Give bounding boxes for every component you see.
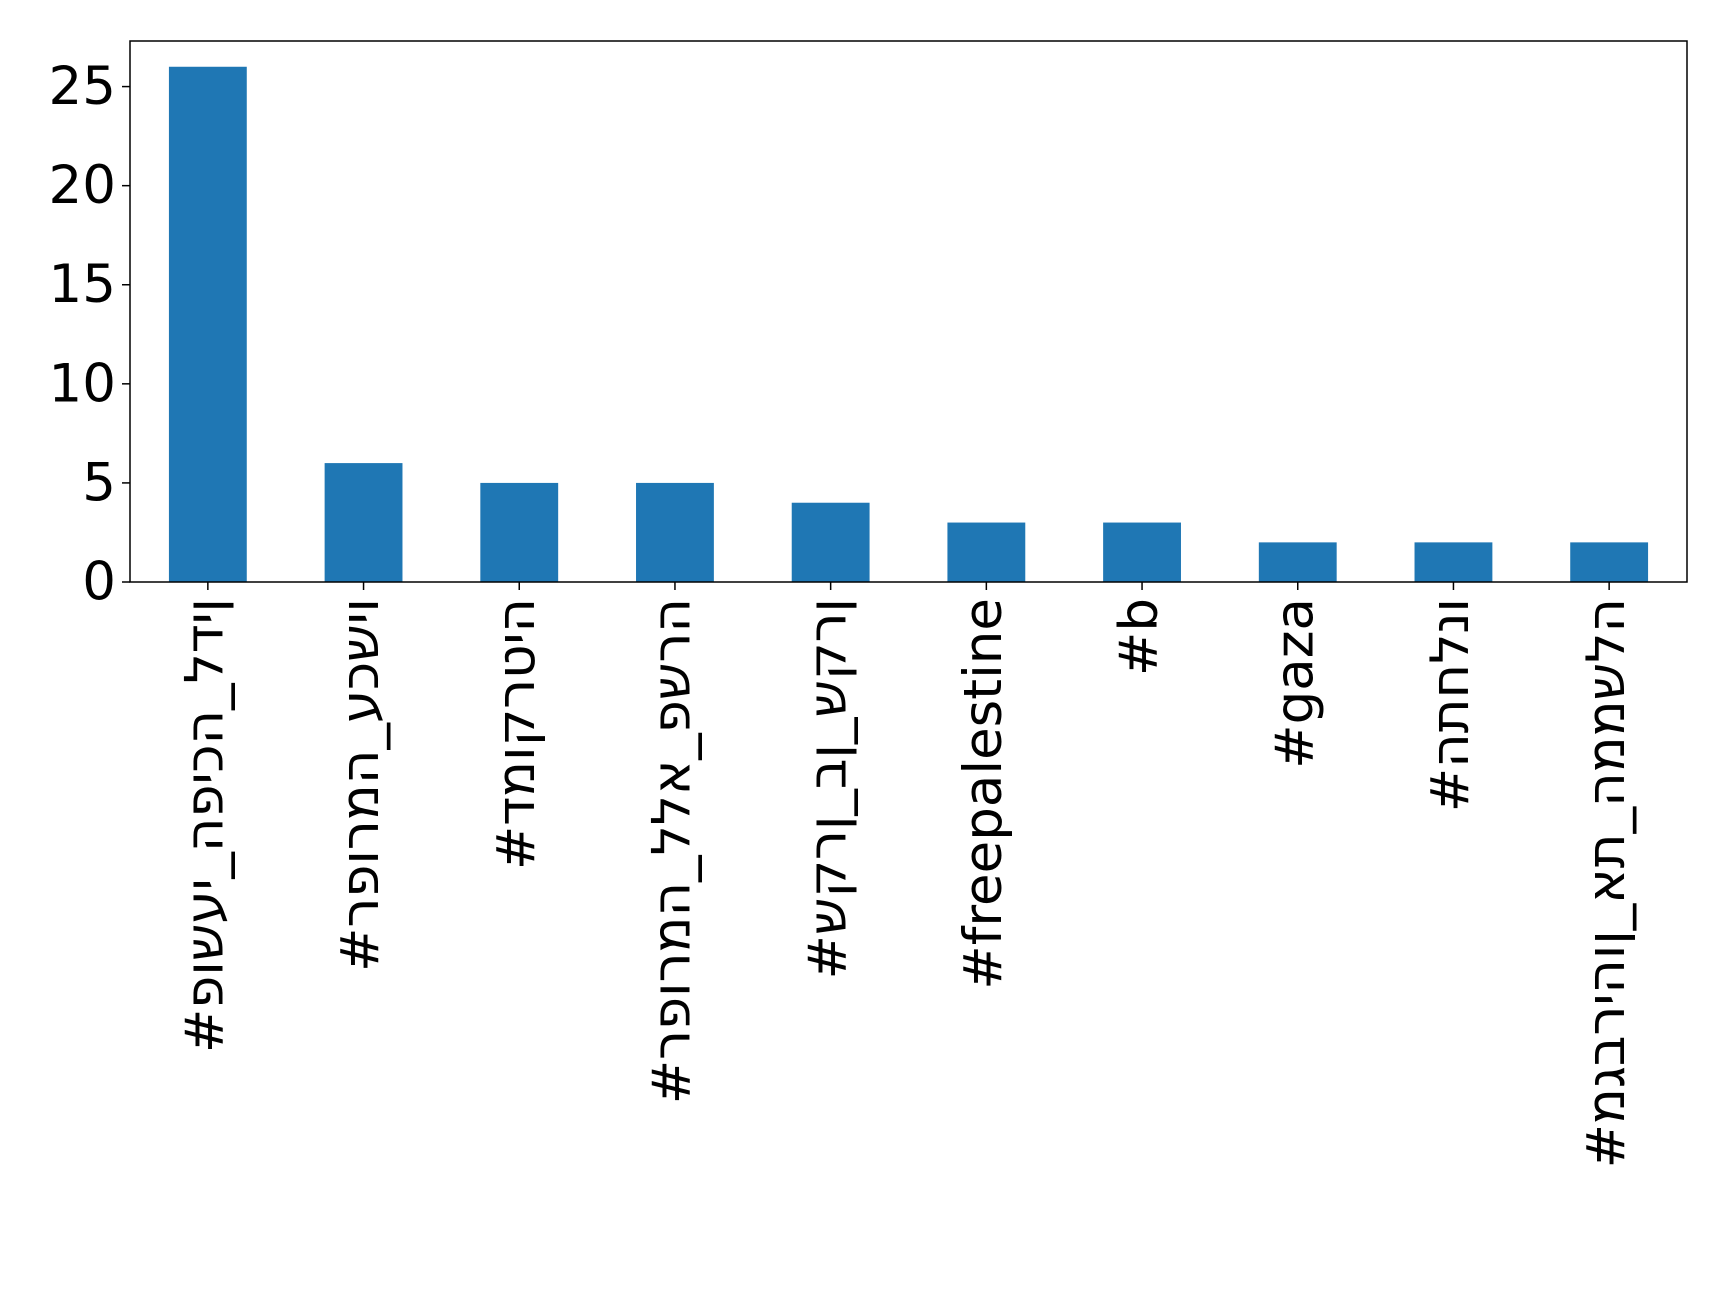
bar [791, 502, 870, 582]
x-tick-label: #פושעי_הפיכה_לדין [174, 598, 235, 1053]
bar [1414, 542, 1493, 582]
bar [1570, 542, 1649, 582]
y-tick-label: 0 [82, 552, 116, 613]
y-tick-label: 20 [49, 155, 116, 216]
bar [1258, 542, 1337, 582]
x-tick-label: #מגבריהון_את_הממשלה [1576, 598, 1637, 1168]
x-tick-label: #שקרן_בן_שקרן [797, 598, 858, 980]
bar [1103, 522, 1181, 582]
y-tick-label: 10 [49, 353, 116, 414]
bar [480, 482, 559, 582]
x-tick-label: #רפורמה_עכשיו [330, 598, 391, 972]
plot-frame [129, 40, 1688, 583]
x-tick-label: #b [1109, 598, 1170, 676]
x-tick-label: #gaza [1264, 598, 1325, 769]
y-tick-label: 15 [49, 254, 116, 315]
bar [947, 522, 1026, 582]
x-tick-label: #רפורמה_ללא_פשרה [642, 598, 703, 1104]
x-tick-label: #freepalestine [953, 598, 1014, 990]
x-tick-label: #התחלנו [1420, 598, 1481, 812]
bar [636, 482, 714, 582]
y-tick-label: 5 [82, 452, 116, 513]
bar [168, 66, 247, 582]
bar [324, 463, 403, 582]
x-tick-label: #דמוקרטיה [486, 598, 547, 870]
y-tick-label: 25 [49, 56, 116, 117]
